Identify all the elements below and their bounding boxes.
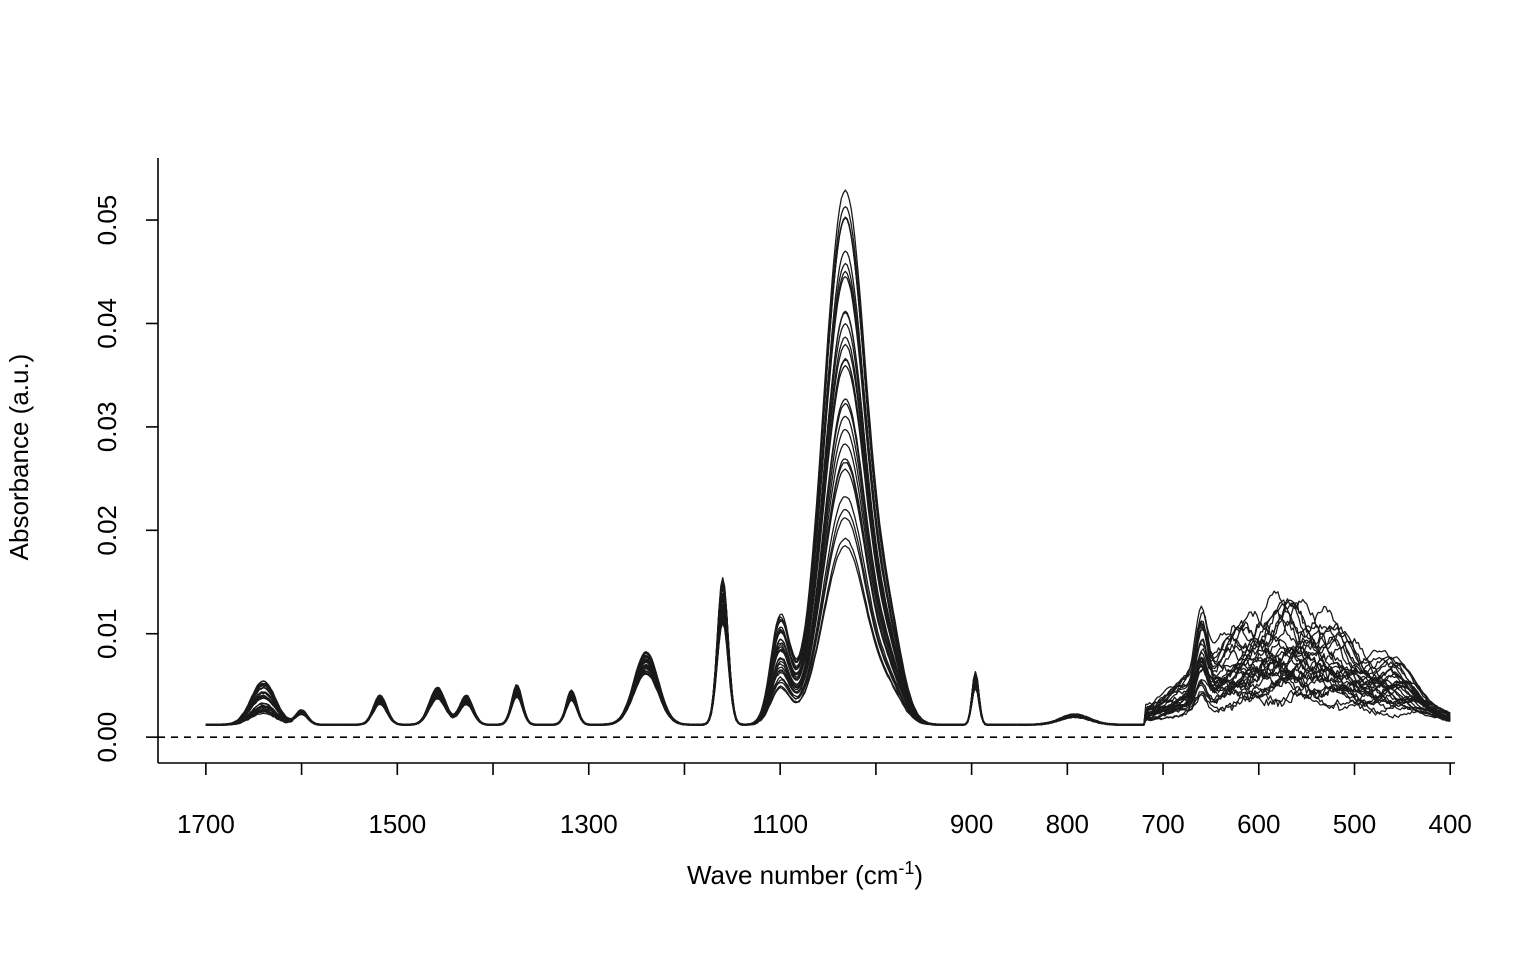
spectrum-line	[205, 216, 1451, 726]
x-axis-label: Wave number (cm-1)	[687, 858, 923, 890]
y-axis: 0.00 0.01 0.02 0.03 0.04 0.05	[92, 158, 159, 763]
x-tick-label: 1300	[560, 809, 618, 839]
y-tick-label: 0.03	[92, 402, 122, 453]
y-axis-label: Absorbance (a.u.)	[4, 354, 34, 561]
y-tick-label: 0.04	[92, 298, 122, 349]
x-tick-label: 800	[1046, 809, 1089, 839]
y-tick-label: 0.01	[92, 608, 122, 659]
x-tick-label: 500	[1333, 809, 1376, 839]
plot-area	[158, 189, 1455, 738]
spectrum-line	[205, 189, 1451, 726]
x-tick-label: 1700	[177, 809, 235, 839]
x-tick-label: 1100	[752, 809, 808, 839]
spectrum-line	[205, 216, 1451, 726]
x-axis: 1700 1500 1300 1100 900 800 700 600 500 400	[158, 762, 1472, 839]
x-axis-label-close: )	[914, 860, 923, 890]
x-axis-label-main: Wave number (cm	[687, 860, 898, 890]
x-axis-label-superscript: -1	[898, 858, 914, 878]
x-tick-label: 1500	[368, 809, 426, 839]
y-tick-label: 0.00	[92, 712, 122, 763]
x-tick-label: 700	[1141, 809, 1184, 839]
x-tick-label: 600	[1237, 809, 1280, 839]
y-tick-label: 0.02	[92, 505, 122, 556]
y-tick-label: 0.05	[92, 195, 122, 246]
x-tick-label: 900	[950, 809, 993, 839]
spectrum-line	[205, 217, 1451, 726]
x-tick-label: 400	[1429, 809, 1472, 839]
